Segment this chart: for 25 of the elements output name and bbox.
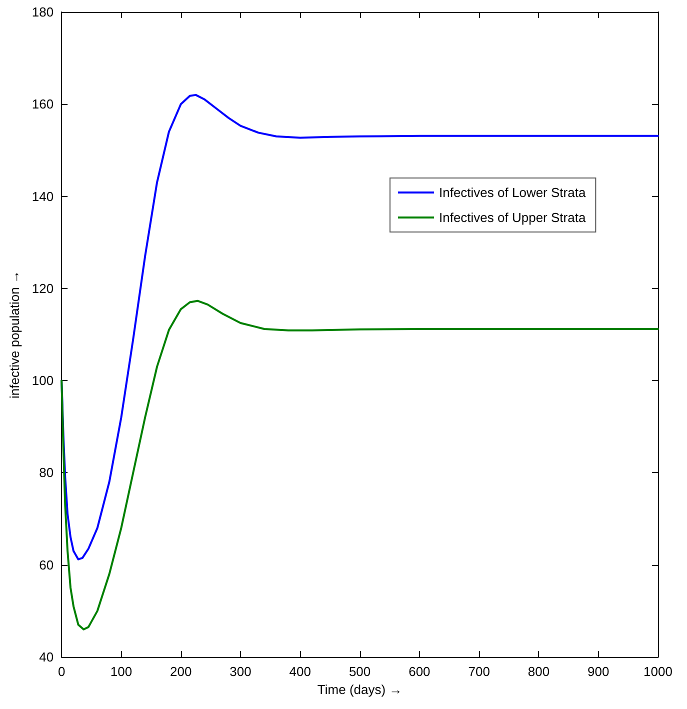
line-series: [60, 94, 659, 560]
x-tick-label: 600: [408, 664, 430, 679]
y-tick-label: 40: [39, 650, 54, 664]
y-tick-label: 120: [32, 280, 54, 296]
line-series: [60, 300, 659, 630]
x-tick-label: 900: [588, 664, 610, 679]
x-tick-label: 800: [528, 664, 550, 679]
x-axis-title: Time (days) →: [317, 682, 402, 697]
y-axis-title: infective population →: [7, 270, 22, 398]
legend-label: Infectives of Lower Strata: [439, 185, 586, 200]
x-tick-label: 0: [58, 664, 66, 679]
y-tick-label: 100: [32, 373, 54, 388]
x-tick-label: 700: [468, 664, 490, 679]
x-tick-label: 1000: [644, 664, 672, 679]
x-tick-label: 400: [289, 664, 312, 679]
x-tick-label: 300: [230, 664, 252, 679]
x-tick-label: 500: [348, 664, 371, 679]
x-tick-label: 100: [110, 664, 132, 679]
y-tick-label: 60: [39, 557, 54, 572]
y-tick-label: 140: [32, 188, 54, 204]
y-tick-label: 160: [32, 96, 54, 112]
x-tick-label: 200: [170, 664, 192, 679]
legend-label: Infectives of Upper Strata: [439, 210, 586, 225]
y-tick-label: 180: [32, 4, 54, 20]
y-tick-label: 80: [39, 465, 54, 480]
